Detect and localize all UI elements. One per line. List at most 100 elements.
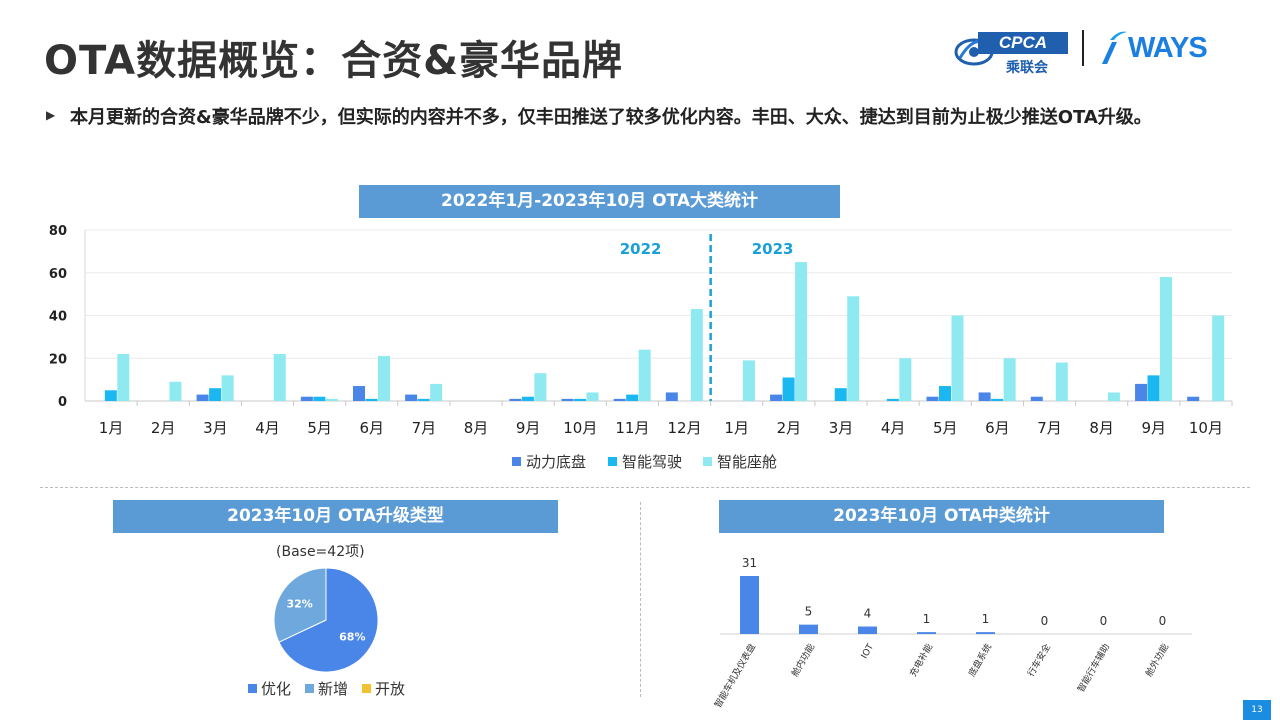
bar-adas [104,390,117,401]
x-tick-label: 8月 [464,419,489,437]
mid-bar-value-label: 31 [742,556,757,570]
legend-label: 新增 [318,680,349,698]
page-number: 13 [1243,700,1271,720]
ota-mid-category-bar-chart: 31 智能车机及仪表盘 5 舱内功能 4 IOT 1 充电补能 1 底盘系统 0 行车安全 0 智能行车辅… [712,556,1192,710]
pie-slice [273,567,327,643]
legend-swatch [362,684,372,693]
ota-category-bar-chart: 0 20 40 60 80 1月 2月 3月 4月 5月 6月 7月 8月 9月 10月 11月 12月 1月 2月… [49,224,1233,471]
logo-group: CPCA 乘联会 WAYS [950,28,1230,78]
mid-category-label: 底盘系统 [966,642,994,679]
legend-swatch [703,457,712,466]
x-tick-label: 6月 [359,419,384,437]
bar-adas [313,396,326,401]
page-title: OTA数据概览：合资&豪华品牌 [44,38,624,84]
bar-power [509,398,522,401]
bar-adas [834,388,847,401]
bar-power [353,386,365,401]
mid-bar-value-label: 5 [805,605,813,619]
mid-bar-value-label: 1 [982,612,990,626]
ota-upgrade-type-pie-chart: 68% 32% [273,567,379,673]
x-tick-label: 9月 [516,419,541,437]
mid-category-label: IOT [860,642,877,661]
mid-bar-value-label: 4 [864,607,872,621]
x-tick-label: 10月 [1189,419,1223,437]
mid-bar-value-label: 1 [923,612,931,626]
bar-cockpit [534,373,547,401]
section-divider [40,487,1250,488]
bar-adas [886,398,899,401]
bar-power [405,394,418,401]
year-label-2022: 2022 [620,240,662,258]
bar-adas [574,398,587,401]
x-tick-label: 7月 [1037,419,1062,437]
bar-power [300,396,313,401]
x-tick-label: 2月 [777,419,802,437]
ways-swoosh-icon [1102,31,1127,64]
mid-category-chart-title: 2023年10月 OTA中类统计 [719,500,1164,533]
bar-adas [521,396,534,401]
legend-swatch [608,457,617,466]
bar-adas [417,398,430,401]
mid-bar [976,632,995,634]
bar-cockpit [1055,362,1068,401]
x-tick-label: 3月 [203,419,228,437]
x-tick-label: 4月 [255,419,280,437]
mid-bar [858,626,877,634]
bar-cockpit [1160,277,1173,401]
mid-category-label: 智能行车辅助 [1075,642,1112,695]
bar-power [665,392,678,401]
year-label-2023: 2023 [752,240,794,258]
mid-category-label: 舱内功能 [789,642,817,679]
ways-logo: WAYS [1128,32,1208,64]
y-tick-label: 80 [49,224,67,239]
bar-cockpit [899,358,912,401]
cpca-logo-subtitle: 乘联会 [1006,60,1048,76]
bar-cockpit [586,392,599,401]
bar-power [196,394,209,401]
x-tick-label: 2月 [151,419,176,437]
bar-cockpit [847,296,860,401]
x-tick-label: 5月 [307,419,332,437]
bar-power [978,392,991,401]
bar-cockpit [795,262,808,401]
bar-power [613,398,626,401]
legend-item-optimize: 优化 [248,678,291,699]
mid-bar-value-label: 0 [1159,614,1167,628]
bar-cockpit [273,353,286,401]
x-tick-label: 5月 [933,419,958,437]
mid-bar-value-label: 0 [1041,614,1049,628]
legend-item-open: 开放 [362,678,405,699]
pie-slice-label: 68% [339,631,365,644]
bar-cockpit [690,309,703,401]
logo-divider [1082,30,1084,66]
x-tick-label: 1月 [724,419,749,437]
bar-adas [1147,375,1160,401]
mid-category-label: 舱外功能 [1143,642,1171,679]
bar-adas [626,394,639,401]
mid-bar [917,632,936,634]
cpca-logo: CPCA [978,32,1068,54]
bar-cockpit [378,356,390,401]
x-tick-label: 3月 [829,419,854,437]
y-tick-label: 40 [49,310,67,325]
bar-power [770,394,783,401]
x-tick-label: 7月 [412,419,437,437]
bar-power [561,398,574,401]
y-tick-label: 0 [58,395,67,410]
pie-slice [278,567,379,673]
mid-category-label: 行车安全 [1025,642,1053,679]
legend-label: 智能座舱 [717,453,777,471]
x-tick-label: 11月 [615,419,649,437]
x-tick-label: 4月 [881,419,906,437]
legend-item-new: 新增 [305,678,348,699]
x-tick-label: 10月 [563,419,597,437]
bar-power [926,396,939,401]
legend-label: 开放 [375,680,406,698]
column-divider [640,502,641,697]
x-tick-label: 1月 [99,419,124,437]
pie-chart-title: 2023年10月 OTA升级类型 [113,500,558,533]
y-tick-label: 20 [49,352,67,367]
bar-cockpit [169,381,182,401]
x-tick-label: 9月 [1142,419,1167,437]
mid-bar [740,576,759,634]
